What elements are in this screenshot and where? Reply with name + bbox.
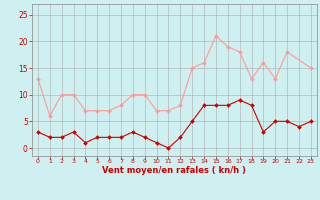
X-axis label: Vent moyen/en rafales ( kn/h ): Vent moyen/en rafales ( kn/h ) [102,166,246,175]
